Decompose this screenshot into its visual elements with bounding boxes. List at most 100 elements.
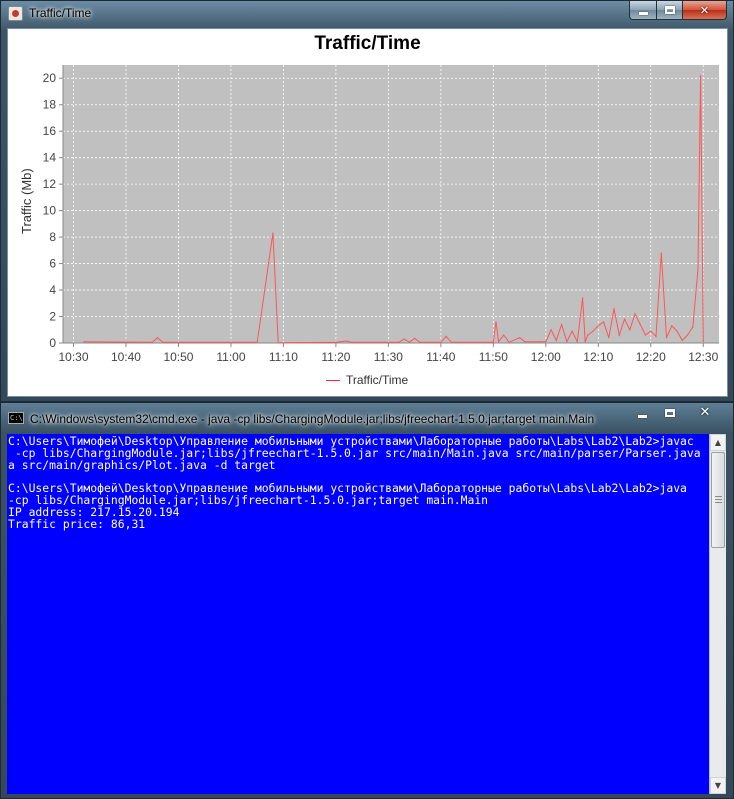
- data-point: [618, 334, 620, 336]
- data-point: [256, 341, 258, 343]
- data-point: [162, 341, 164, 343]
- x-tick-label: 12:30: [688, 350, 718, 364]
- console-maximize-button[interactable]: [656, 403, 683, 422]
- data-point: [408, 341, 410, 343]
- minimize-icon: [638, 12, 648, 15]
- console-line: -cp libs/ChargingModule.jar;libs/jfreech…: [14, 445, 701, 460]
- data-point: [587, 334, 589, 336]
- data-point: [503, 334, 505, 336]
- data-point: [650, 330, 652, 332]
- data-point: [345, 340, 347, 342]
- data-point: [686, 334, 689, 336]
- console-line: a src/main/graphics/Plot.java -d target: [8, 457, 276, 472]
- data-point: [623, 318, 626, 320]
- data-point: [508, 341, 510, 343]
- chart-panel: Traffic/Time Traffic (Mb) 0 2 4 6 8 10 12 14 16 1…: [7, 28, 728, 397]
- data-point: [702, 341, 704, 343]
- x-tick-label: 12:20: [636, 350, 666, 364]
- legend-label: Traffic/Time: [346, 373, 409, 387]
- data-point: [83, 341, 85, 343]
- chart-plot: 0 2 4 6 8 10 12 14 16 18 20 10:30 10:40 10:50 11:00 11:…: [43, 65, 719, 364]
- grip-line: [715, 499, 722, 500]
- chart-window-title: Traffic/Time: [29, 6, 92, 20]
- scroll-down-arrow-icon[interactable]: ▼: [710, 777, 726, 794]
- data-point: [692, 326, 694, 328]
- plot-background: [63, 65, 719, 343]
- chart-window-title-bar[interactable]: Traffic/Time ✕: [1, 1, 733, 27]
- y-tick-label: 20: [43, 71, 57, 85]
- y-tick-label: 10: [43, 204, 57, 218]
- maximize-button[interactable]: [656, 1, 683, 20]
- chart-window: Traffic/Time ✕ Traffic/Time Traffic (Mb)…: [0, 0, 734, 402]
- data-point: [450, 341, 452, 343]
- data-point: [335, 341, 337, 343]
- close-button[interactable]: ✕: [683, 1, 727, 20]
- data-point: [277, 342, 279, 344]
- x-tick-label: 10:40: [111, 350, 141, 364]
- chart-legend: Traffic/Time: [326, 373, 408, 387]
- minimize-icon: [638, 414, 647, 418]
- console-close-button[interactable]: ✕: [683, 403, 727, 422]
- console-scrollbar[interactable]: ▲ ▼: [709, 434, 726, 794]
- maximize-icon: [664, 408, 675, 417]
- scroll-thumb[interactable]: [711, 452, 725, 548]
- data-point: [571, 330, 573, 332]
- grip-line: [715, 496, 722, 497]
- y-tick-label: 4: [49, 283, 56, 297]
- data-point: [602, 321, 605, 323]
- console-output[interactable]: C:\Users\Тимофей\Desktop\Управление моби…: [7, 434, 709, 794]
- y-tick-label: 18: [43, 98, 57, 112]
- data-point: [665, 337, 668, 339]
- x-tick-label: 12:10: [583, 350, 613, 364]
- data-point: [550, 329, 552, 331]
- y-tick-label: 12: [43, 177, 57, 191]
- minimize-button[interactable]: [629, 1, 656, 20]
- x-tick-label: 12:00: [531, 350, 561, 364]
- x-tick-label: 11:40: [426, 350, 455, 364]
- console-window-title: C:\Windows\system32\cmd.exe - java -cp l…: [30, 412, 595, 426]
- data-point: [639, 323, 641, 326]
- console-line: C:\Users\Тимофей\Desktop\Управление моби…: [8, 481, 687, 496]
- x-tick-label: 11:00: [216, 350, 245, 364]
- y-tick-label: 0: [49, 336, 56, 350]
- data-point: [445, 335, 447, 337]
- data-point: [497, 341, 500, 343]
- data-point: [398, 341, 400, 343]
- data-point: [518, 337, 521, 339]
- data-point: [272, 232, 274, 234]
- x-tick-label: 11:50: [479, 350, 508, 364]
- java-app-icon: [8, 6, 23, 21]
- maximize-icon: [664, 6, 675, 14]
- console-line: Traffic price: 86,31: [8, 516, 146, 531]
- data-point: [681, 339, 683, 341]
- close-icon: ✕: [699, 3, 710, 17]
- x-tick-label: 10:50: [163, 350, 193, 364]
- y-tick-label: 8: [49, 230, 56, 244]
- chart-window-controls: ✕: [629, 1, 727, 21]
- data-point: [697, 268, 699, 270]
- data-point: [403, 338, 405, 340]
- data-point: [655, 335, 657, 337]
- data-point: [419, 341, 421, 343]
- scroll-up-arrow-icon[interactable]: ▲: [710, 434, 726, 451]
- console-text: C:\Users\Тимофей\Desktop\Управление моби…: [8, 435, 709, 531]
- data-point: [440, 341, 442, 343]
- data-point: [539, 341, 542, 343]
- y-tick-label: 16: [43, 124, 57, 138]
- console-minimize-button[interactable]: [629, 403, 656, 422]
- data-point: [495, 321, 497, 323]
- close-icon: ✕: [699, 405, 711, 420]
- console-line: IP address: 217.15.20.194: [8, 504, 180, 519]
- data-point: [592, 330, 594, 332]
- data-point: [671, 325, 673, 327]
- y-tick-label: 2: [49, 310, 56, 324]
- y-tick-label: 6: [49, 257, 56, 271]
- cmd-icon: C:\: [8, 412, 24, 424]
- data-point: [581, 297, 584, 299]
- data-point: [555, 339, 557, 341]
- y-tick-label: 14: [43, 151, 57, 165]
- data-point: [351, 341, 353, 343]
- data-point: [156, 337, 159, 339]
- data-point: [576, 341, 578, 343]
- console-title-bar[interactable]: C:\ C:\Windows\system32\cmd.exe - java -…: [1, 403, 733, 429]
